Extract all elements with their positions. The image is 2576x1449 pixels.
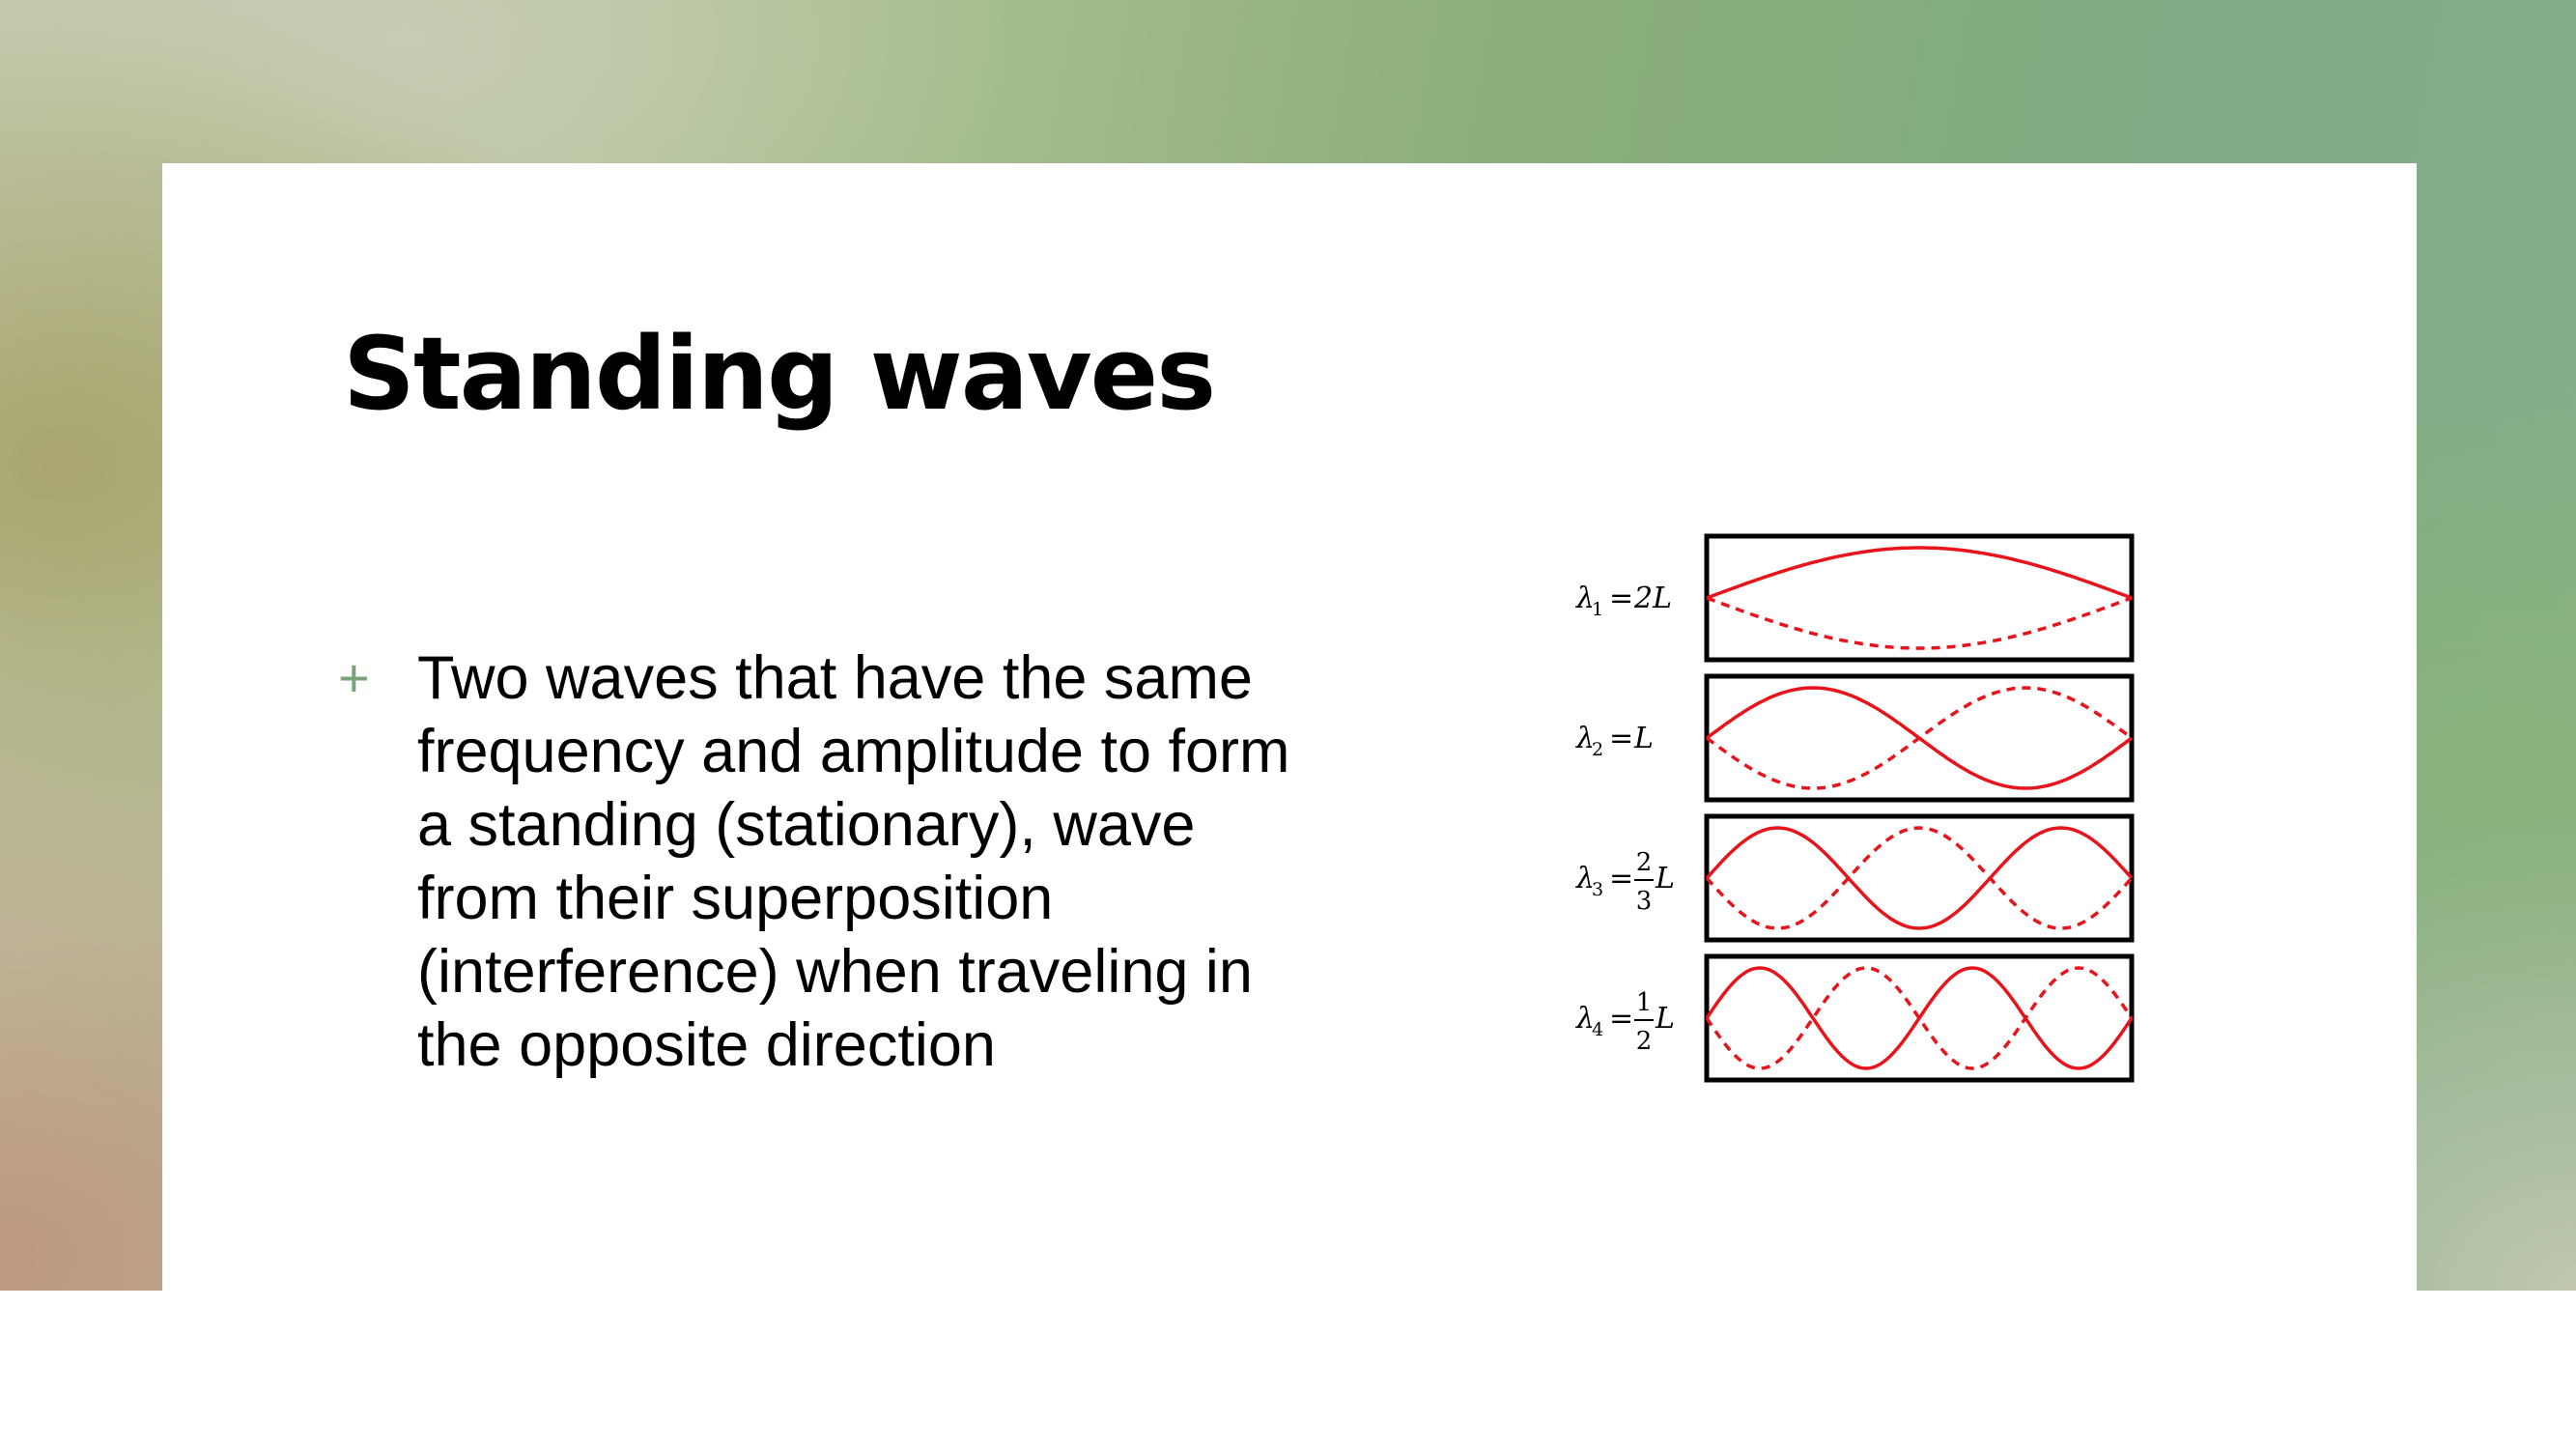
dashed-wave-line — [1706, 596, 2133, 650]
fraction-denominator: 2 — [1636, 1027, 1653, 1056]
fraction-numerator: 2 — [1636, 848, 1653, 877]
fraction-denominator: 3 — [1636, 887, 1653, 916]
wavelength-symbol: λ — [1575, 862, 1595, 895]
wavelength-subscript: 3 — [1592, 879, 1603, 900]
solid-wave-line — [1705, 826, 2134, 930]
equals-sign: = — [1609, 1002, 1633, 1036]
mode-frame — [1704, 533, 2135, 663]
mode-frame — [1704, 813, 2135, 943]
fraction-numerator: 1 — [1636, 988, 1653, 1017]
equals-sign: = — [1609, 582, 1633, 615]
equals-sign: = — [1609, 722, 1633, 755]
wavelength-symbol: λ — [1575, 1002, 1595, 1036]
plus-bullet-icon: + — [338, 647, 370, 708]
wavelength-subscript: 4 — [1592, 1019, 1603, 1040]
equals-sign: = — [1609, 862, 1633, 895]
wavelength-value: 2L — [1633, 582, 1672, 615]
wavelength-subscript: 2 — [1592, 739, 1603, 760]
wavelength-variable: L — [1655, 862, 1675, 895]
wavelength-symbol: λ — [1575, 722, 1595, 755]
dashed-wave-line — [1705, 826, 2134, 930]
slide-title: Standing waves — [343, 315, 1216, 433]
wavelength-value: L — [1633, 722, 1654, 755]
wavelength-subscript: 1 — [1592, 599, 1603, 620]
wavelength-symbol: λ — [1575, 582, 1595, 615]
solid-wave-line — [1705, 966, 2134, 1070]
dashed-wave-line — [1705, 686, 2134, 790]
dashed-wave-line — [1705, 966, 2134, 1070]
wavelength-variable: L — [1655, 1002, 1675, 1036]
slide-panel — [162, 163, 2417, 1291]
solid-wave-line — [1706, 546, 2133, 600]
bullet-text: Two waves that have the same frequency a… — [417, 644, 1290, 1079]
